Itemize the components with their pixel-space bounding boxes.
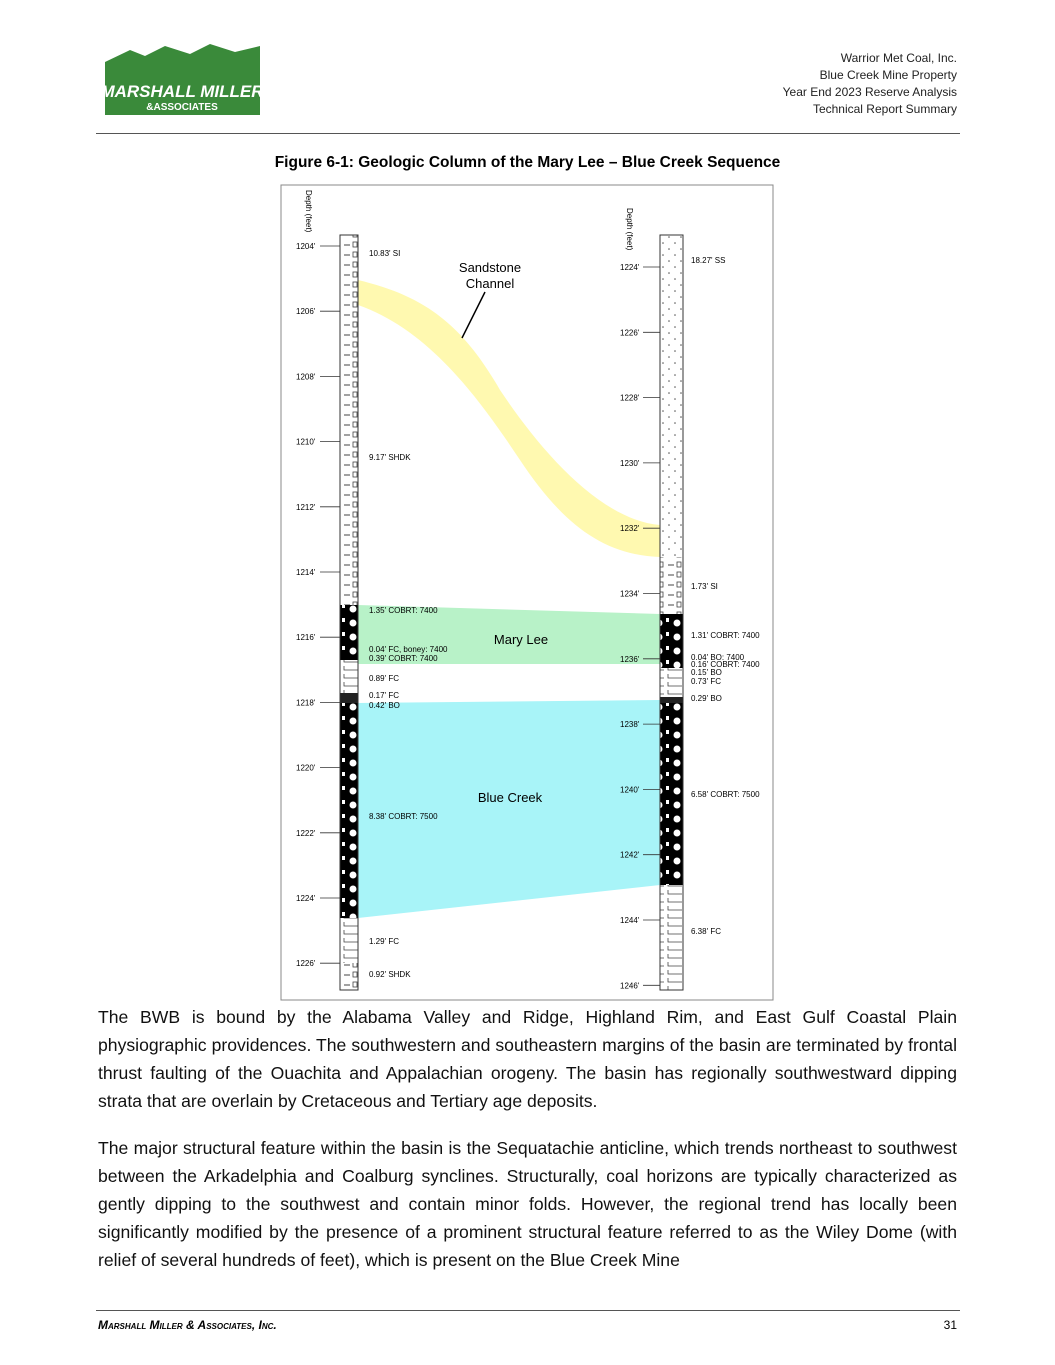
depth-label: 1210' (296, 438, 316, 447)
right-column (659, 234, 684, 991)
layer-label: 0.92' SHDK (369, 970, 411, 979)
paragraph: The BWB is bound by the Alabama Valley a… (98, 1007, 957, 1111)
layer-label: 0.73' FC (691, 677, 721, 686)
sandstone-channel (358, 280, 660, 557)
depth-label: 1218' (296, 698, 316, 707)
depth-label: 1204' (296, 242, 316, 251)
header-line: Year End 2023 Reserve Analysis (782, 85, 957, 99)
layer-label: 0.39' COBRT: 7400 (369, 654, 438, 663)
depth-label: 1208' (296, 372, 316, 381)
layer-label: 1.35' COBRT: 7400 (369, 606, 438, 615)
depth-label: 1222' (296, 829, 316, 838)
footer-company: Marshall Miller & Associates, Inc. (98, 1318, 277, 1332)
layer-label: 18.27' SS (691, 256, 725, 265)
layer-label: 8.38' COBRT: 7500 (369, 812, 438, 821)
depth-label: 1226' (296, 959, 316, 968)
layer-label: 0.04' FC, boney: 7400 (369, 645, 448, 654)
geologic-column: Depth (feet) Depth (feet) Sandstone Chan… (280, 184, 774, 1001)
layer-label: 9.17' SHDK (369, 453, 411, 462)
layer-label: 1.29' FC (369, 937, 399, 946)
depth-label: 1240' (620, 785, 640, 794)
left-column (339, 234, 359, 991)
layer-label: 6.58' COBRT: 7500 (691, 790, 760, 799)
depth-label: 1206' (296, 307, 316, 316)
layer-label: 0.15' BO (691, 668, 722, 677)
layer-label: 0.17' FC (369, 691, 399, 700)
header-line: Warrior Met Coal, Inc. (840, 51, 957, 65)
depth-label: 1234' (620, 590, 640, 599)
depth-label: 1212' (296, 503, 316, 512)
depth-label: 1224' (296, 894, 316, 903)
layer-label: 1.31' COBRT: 7400 (691, 631, 760, 640)
layer-label: 10.83' SI (369, 249, 400, 258)
layer-label: 0.42' BO (369, 701, 400, 710)
layer-label: 1.73' SI (691, 582, 718, 591)
paragraph: The major structural feature within the … (98, 1138, 957, 1270)
page-number: 31 (943, 1318, 957, 1332)
figure-caption: Figure 6-1: Geologic Column of the Mary … (274, 154, 781, 171)
header-line: Technical Report Summary (812, 102, 957, 116)
layer-label: 0.89' FC (369, 674, 399, 683)
seam-label: Blue Creek (478, 790, 543, 805)
depth-label: 1214' (296, 568, 316, 577)
channel-label: Sandstone (459, 260, 521, 275)
depth-label: 1236' (620, 655, 640, 664)
depth-label: 1242' (620, 851, 640, 860)
depth-label: 1228' (620, 394, 640, 403)
depth-label: 1216' (296, 633, 316, 642)
channel-label: Channel (466, 276, 515, 291)
depth-label: 1232' (620, 524, 640, 533)
logo: MARSHALL MILLER &ASSOCIATES (100, 44, 264, 115)
layer-label: 0.29' BO (691, 694, 722, 703)
depth-label: 1220' (296, 764, 316, 773)
logo-name: MARSHALL MILLER (100, 82, 264, 101)
header-lines: Warrior Met Coal, Inc. Blue Creek Mine P… (783, 50, 957, 118)
depth-axis-label: Depth (feet) (625, 208, 634, 251)
header-rule (96, 133, 960, 134)
depth-label: 1226' (620, 328, 640, 337)
pointer (461, 291, 486, 339)
layer-label: 6.38' FC (691, 927, 721, 936)
header-line: Blue Creek Mine Property (819, 68, 957, 82)
depth-label: 1244' (620, 916, 640, 925)
mary-lee-seam (358, 605, 660, 664)
depth-axis-label: Depth (feet) (304, 190, 313, 233)
layer-label: 0.16' COBRT: 7400 (691, 660, 760, 669)
depth-label: 1246' (620, 981, 640, 990)
depth-label: 1224' (620, 263, 640, 272)
depth-label: 1238' (620, 720, 640, 729)
footer-rule (96, 1310, 960, 1311)
blue-creek-seam (358, 700, 660, 918)
logo-sub: &ASSOCIATES (146, 102, 218, 113)
layer-label: 0.04' BO: 7400 (691, 653, 745, 662)
seam-label: Mary Lee (494, 632, 548, 647)
depth-label: 1230' (620, 459, 640, 468)
